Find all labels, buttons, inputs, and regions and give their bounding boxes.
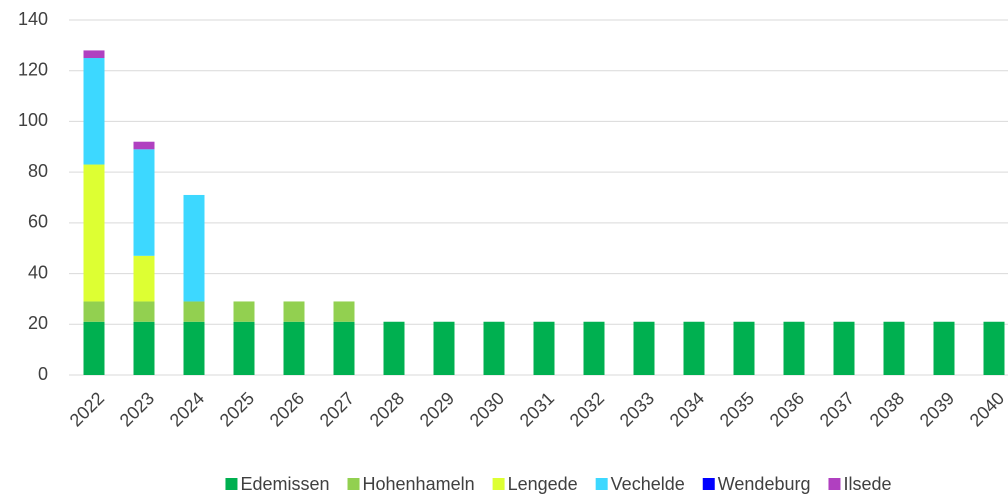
x-tick-label: 2022 [66, 388, 108, 430]
legend-label: Vechelde [611, 474, 685, 494]
bar-segment [733, 321, 755, 375]
bar-segment [633, 321, 655, 375]
bar-segment [233, 301, 255, 322]
bar-segment [183, 194, 205, 302]
x-tick-label: 2034 [666, 388, 708, 430]
bar-segment [83, 164, 105, 302]
x-tick-label: 2036 [766, 388, 808, 430]
x-tick-label: 2024 [166, 388, 208, 430]
legend-swatch [347, 478, 360, 490]
x-tick-label: 2027 [316, 388, 358, 430]
x-tick-label: 2040 [966, 388, 1008, 430]
bar-segment [933, 321, 955, 375]
x-tick-label: 2030 [466, 388, 508, 430]
bar-segment [133, 301, 155, 322]
legend-label: Lengede [508, 474, 578, 494]
bar-segment [83, 301, 105, 322]
bar-segment [333, 321, 355, 375]
legend-label: Ilsede [843, 474, 891, 494]
x-tick-label: 2035 [716, 388, 758, 430]
x-tick-label: 2033 [616, 388, 658, 430]
y-tick-label: 140 [18, 9, 48, 29]
legend-swatch [702, 478, 715, 490]
bar-segment [133, 321, 155, 375]
legend-swatch [828, 478, 841, 490]
bar-segment [583, 321, 605, 375]
bar-segment [83, 50, 105, 59]
bar-segment [133, 149, 155, 256]
y-tick-label: 100 [18, 110, 48, 130]
bar-segment [183, 301, 205, 322]
bar-segment [283, 321, 305, 375]
legend-swatch [492, 478, 505, 490]
x-tick-label: 2023 [116, 388, 158, 430]
y-tick-label: 20 [28, 313, 48, 333]
bar-segment [433, 321, 455, 375]
bar-segment [783, 321, 805, 375]
legend-swatch [225, 478, 238, 490]
bar-segment [383, 321, 405, 375]
bar-segment [233, 321, 255, 375]
legend-label: Wendeburg [718, 474, 811, 494]
bar-segment [883, 321, 905, 375]
bar-segment [483, 321, 505, 375]
bar-segment [683, 321, 705, 375]
bar-segment [133, 255, 155, 302]
x-tick-label: 2025 [216, 388, 258, 430]
x-tick-label: 2038 [866, 388, 908, 430]
legend-label: Edemissen [240, 474, 329, 494]
bar-segment [183, 321, 205, 375]
bar-segment [833, 321, 855, 375]
bar-segment [283, 301, 305, 322]
x-tick-label: 2037 [816, 388, 858, 430]
bar-segment [83, 58, 105, 165]
x-tick-label: 2026 [266, 388, 308, 430]
bar-segment [533, 321, 555, 375]
y-tick-label: 120 [18, 59, 48, 79]
y-tick-label: 40 [28, 262, 48, 282]
legend-swatch [595, 478, 608, 490]
y-tick-label: 80 [28, 161, 48, 181]
x-tick-label: 2029 [416, 388, 458, 430]
bar-segment [133, 141, 155, 150]
y-tick-label: 60 [28, 212, 48, 232]
legend-label: Hohenhameln [363, 474, 475, 494]
bar-segment [83, 321, 105, 375]
x-tick-label: 2028 [366, 388, 408, 430]
bar-segment [983, 321, 1005, 375]
x-tick-label: 2039 [916, 388, 958, 430]
bar-segment [333, 301, 355, 322]
x-tick-label: 2032 [566, 388, 608, 430]
x-tick-label: 2031 [516, 388, 558, 430]
y-tick-label: 0 [38, 364, 48, 384]
